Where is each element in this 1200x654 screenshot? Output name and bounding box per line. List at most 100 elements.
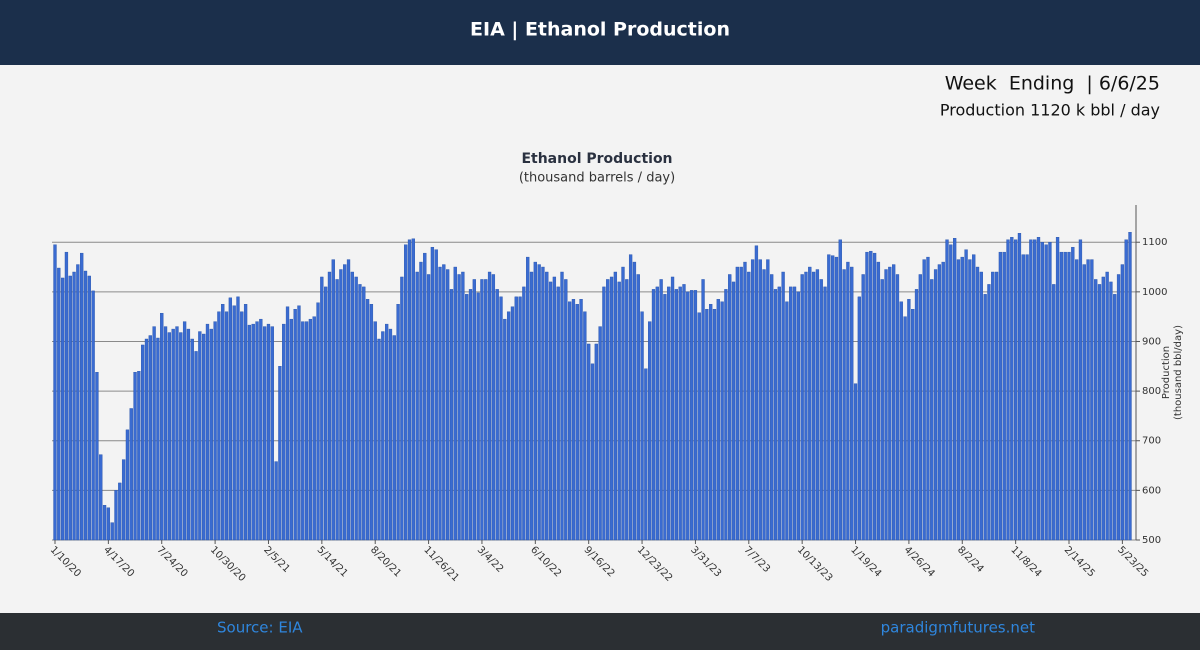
bar [339, 269, 343, 541]
bar [182, 321, 187, 541]
bar [106, 507, 111, 541]
bar [811, 271, 816, 541]
bar [110, 522, 114, 541]
bar [739, 266, 743, 541]
bar [785, 301, 789, 541]
bar [1090, 259, 1094, 541]
bar [754, 245, 759, 541]
bar [95, 372, 99, 541]
footer-site: paradigmfutures.net [881, 619, 1035, 637]
bar [80, 252, 84, 541]
bar [735, 266, 740, 541]
bar [1082, 264, 1086, 541]
bar [655, 286, 659, 541]
bar [648, 321, 652, 541]
bar [1044, 244, 1048, 541]
bar [236, 296, 240, 541]
bar [202, 333, 206, 541]
bar [240, 311, 244, 541]
bar [709, 304, 713, 541]
bar [560, 271, 564, 541]
bar [800, 274, 804, 541]
bar [983, 294, 987, 541]
bar [972, 254, 976, 541]
bar [445, 269, 450, 541]
bar [663, 294, 667, 541]
bar [888, 266, 892, 541]
bar [213, 321, 217, 541]
bar [728, 274, 732, 541]
y-axis-title: (thousand bbl/day) [1173, 325, 1184, 420]
bar [426, 274, 431, 541]
bar [53, 244, 57, 541]
bar [1040, 242, 1044, 541]
bar [720, 301, 724, 541]
bar [1002, 251, 1006, 541]
bar [533, 261, 537, 541]
bar [91, 290, 95, 541]
bar [160, 312, 164, 541]
bar [442, 264, 446, 541]
bar [476, 292, 480, 541]
y-tick-label: 1100 [1142, 237, 1167, 248]
bar [831, 255, 835, 541]
bar [705, 309, 709, 541]
bar [575, 304, 579, 541]
bar [628, 254, 633, 541]
bar [933, 269, 938, 541]
bar [1128, 232, 1132, 541]
bar [949, 244, 953, 541]
bar [571, 299, 576, 541]
bar [316, 302, 320, 541]
bar [1097, 284, 1102, 541]
bar [365, 299, 370, 541]
bar [1105, 271, 1109, 541]
footer-bar [0, 613, 1200, 650]
bar [762, 269, 766, 541]
bar [529, 271, 534, 541]
bar [1124, 239, 1128, 541]
bar [918, 274, 922, 541]
bar [808, 266, 812, 541]
bar [914, 289, 919, 541]
bar [724, 289, 728, 541]
bar [175, 326, 179, 541]
bar [750, 259, 755, 541]
y-tick-label: 700 [1142, 436, 1161, 447]
bar [274, 461, 278, 541]
bar [892, 264, 896, 541]
bar [335, 279, 339, 541]
bar [1055, 237, 1060, 541]
bar [320, 276, 324, 541]
bar [57, 267, 61, 541]
bar [861, 274, 865, 541]
bar [129, 408, 133, 541]
bar [251, 323, 255, 541]
bar [789, 286, 793, 541]
bar [125, 429, 130, 541]
bar [838, 239, 842, 541]
bar [792, 286, 797, 541]
bar [186, 328, 191, 541]
y-tick-label: 500 [1142, 535, 1161, 546]
bar [998, 251, 1003, 541]
bar [602, 286, 606, 541]
bar [434, 249, 438, 541]
bar [392, 335, 396, 541]
bar [137, 371, 141, 541]
bar [567, 301, 572, 541]
bar [232, 305, 236, 541]
bar [678, 286, 682, 541]
bar [667, 286, 671, 541]
bar [594, 343, 598, 541]
bar [857, 296, 861, 541]
y-tick-label: 900 [1142, 336, 1161, 347]
bar [1021, 254, 1025, 541]
bar [152, 326, 156, 541]
chart-subtitle: (thousand barrels / day) [519, 171, 675, 186]
bar [758, 259, 762, 541]
bar [926, 256, 930, 541]
bar [388, 328, 393, 541]
bar [1029, 239, 1033, 541]
bar [1036, 237, 1041, 541]
